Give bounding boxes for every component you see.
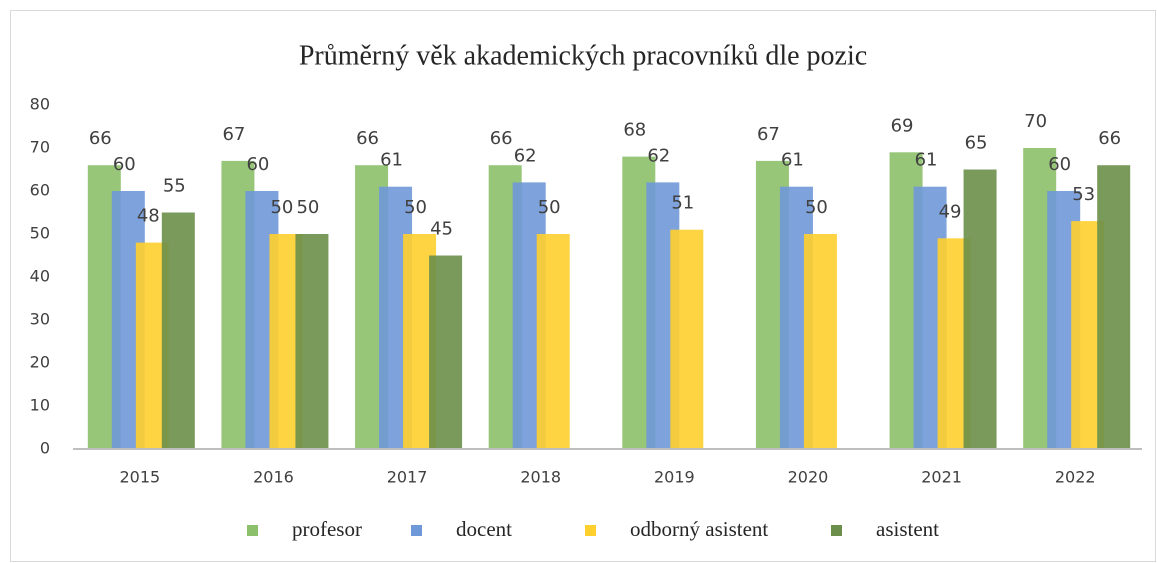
y-tick-label: 20 (30, 353, 50, 372)
data-label: 55 (163, 176, 186, 197)
x-tick-label: 2021 (921, 468, 962, 487)
data-label: 65 (965, 133, 988, 154)
data-label: 69 (891, 115, 914, 136)
chart-title: Průměrný věk akademických pracovníků dle… (299, 40, 867, 71)
y-tick-label: 80 (30, 95, 50, 114)
x-tick-label: 2020 (788, 468, 829, 487)
data-label: 61 (380, 150, 403, 171)
data-label: 61 (781, 150, 804, 171)
legend-swatch (247, 525, 258, 536)
y-tick-label: 0 (40, 439, 50, 458)
data-label: 66 (490, 128, 513, 149)
data-label: 67 (222, 124, 245, 145)
bar (1097, 165, 1131, 449)
data-label: 68 (623, 120, 646, 141)
legend-label: profesor (292, 517, 362, 541)
data-label: 49 (939, 201, 962, 222)
bar (670, 229, 704, 449)
data-label: 60 (1048, 154, 1071, 175)
legend-label: docent (456, 517, 512, 541)
data-label: 50 (270, 197, 293, 218)
y-tick-label: 60 (30, 181, 50, 200)
data-label: 60 (113, 154, 136, 175)
legend-label: asistent (876, 517, 939, 541)
data-label: 60 (246, 154, 269, 175)
data-label: 53 (1072, 184, 1095, 205)
data-label: 66 (356, 128, 379, 149)
bar (295, 234, 329, 449)
legend-swatch (585, 525, 596, 536)
y-tick-label: 50 (30, 224, 50, 243)
legend-swatch (831, 525, 842, 536)
data-label: 70 (1024, 111, 1047, 132)
bar (536, 234, 570, 449)
x-tick-label: 2022 (1055, 468, 1096, 487)
data-label: 50 (805, 197, 828, 218)
bar (803, 234, 837, 449)
y-tick-label: 70 (30, 138, 50, 157)
data-label: 48 (137, 206, 160, 227)
data-label: 45 (430, 219, 453, 240)
x-tick-label: 2016 (253, 468, 294, 487)
x-tick-label: 2019 (654, 468, 695, 487)
x-tick-label: 2017 (387, 468, 428, 487)
data-label: 61 (915, 150, 938, 171)
y-tick-label: 40 (30, 267, 50, 286)
data-label: 62 (514, 145, 537, 166)
y-tick-label: 10 (30, 396, 50, 415)
data-label: 50 (538, 197, 561, 218)
data-label: 62 (647, 145, 670, 166)
data-label: 67 (757, 124, 780, 145)
data-label: 50 (296, 197, 319, 218)
bar (963, 169, 997, 449)
data-label: 51 (671, 193, 694, 214)
x-tick-label: 2018 (520, 468, 561, 487)
y-tick-label: 30 (30, 310, 50, 329)
bar (161, 212, 195, 449)
legend-label: odborný asistent (630, 517, 768, 541)
data-label: 50 (404, 197, 427, 218)
legend-swatch (411, 525, 422, 536)
x-tick-label: 2015 (119, 468, 160, 487)
bar (429, 255, 463, 449)
data-label: 66 (1098, 128, 1121, 149)
data-label: 66 (89, 128, 112, 149)
